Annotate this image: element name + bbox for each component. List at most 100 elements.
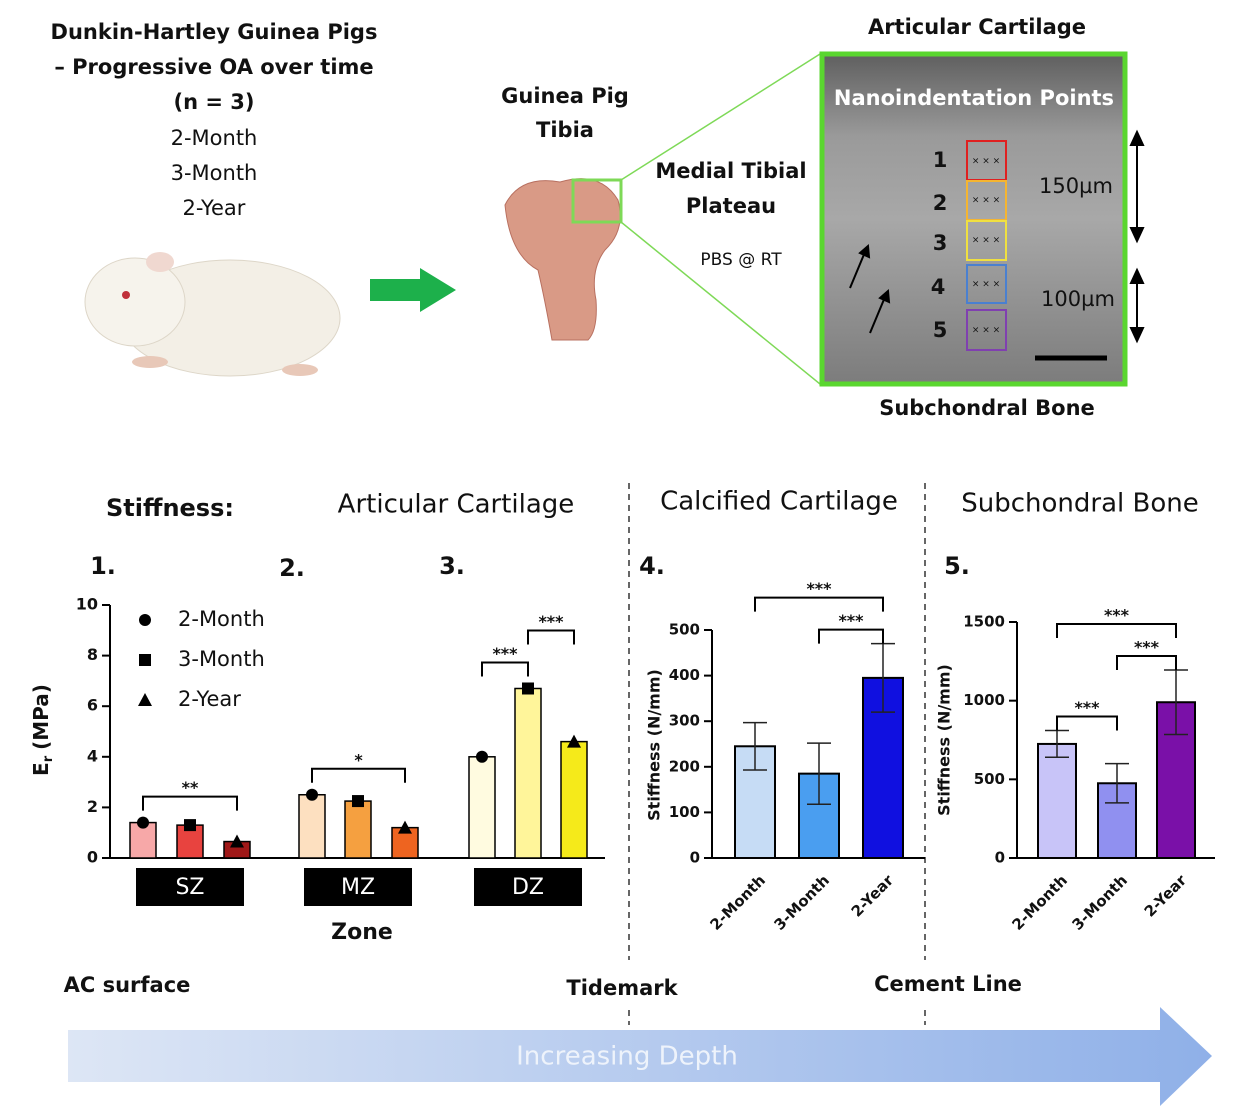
x-tick-label: 2-Month bbox=[706, 871, 769, 934]
scale-label: 100µm bbox=[1041, 287, 1115, 311]
legend-label: 3-Month bbox=[178, 647, 265, 671]
category-box bbox=[474, 868, 582, 906]
bar bbox=[298, 794, 326, 859]
significance-label: *** bbox=[838, 611, 864, 630]
y-tick-label: 0 bbox=[87, 848, 98, 867]
region-label: Plateau bbox=[686, 194, 776, 218]
legend-label: 2-Month bbox=[178, 607, 265, 631]
study-title: – Progressive OA over time bbox=[54, 55, 373, 79]
data-point bbox=[306, 788, 318, 801]
y-axis-label: Stiffness (N/mm) bbox=[645, 669, 664, 821]
significance-bracket bbox=[1116, 654, 1177, 670]
section-title: Subchondral Bone bbox=[961, 489, 1198, 519]
bar bbox=[514, 687, 542, 859]
guinea-pig-illustration bbox=[84, 252, 341, 377]
category-box bbox=[136, 868, 244, 906]
section-title: Articular Cartilage bbox=[338, 490, 575, 520]
error-bar bbox=[1164, 669, 1188, 736]
x-tick-label: DZ bbox=[512, 875, 544, 900]
data-point bbox=[567, 734, 581, 748]
study-title: Dunkin-Hartley Guinea Pigs bbox=[51, 20, 378, 44]
panel-number: 3. bbox=[439, 552, 465, 580]
significance-label: * bbox=[354, 750, 363, 769]
y-tick-label: 200 bbox=[669, 757, 700, 775]
divider bbox=[628, 483, 926, 1025]
condition: PBS @ RT bbox=[700, 250, 782, 270]
y-axis-label: Er (MPa) bbox=[29, 684, 56, 776]
point-number: 3 bbox=[933, 231, 948, 255]
point-number: 5 bbox=[933, 318, 948, 342]
y-tick-label: 10 bbox=[76, 595, 98, 614]
y-tick-label: 4 bbox=[87, 746, 98, 765]
svg-text:× × ×: × × × bbox=[972, 280, 1000, 290]
y-tick-label: 0 bbox=[690, 849, 700, 867]
y-tick-label: 300 bbox=[669, 712, 700, 730]
landmark: Tidemark bbox=[566, 976, 678, 1000]
y-tick-label: 100 bbox=[669, 803, 700, 821]
y-axis-label-part: (MPa) bbox=[29, 684, 53, 750]
study-title: (n = 3) bbox=[174, 90, 255, 114]
significance-bracket bbox=[754, 596, 884, 612]
panel-number: 1. bbox=[90, 552, 116, 580]
significance-bracket bbox=[311, 767, 406, 783]
scale-label: 150µm bbox=[1039, 174, 1113, 198]
point-number: 4 bbox=[931, 275, 946, 299]
point-number: 1 bbox=[933, 148, 948, 172]
significance-bracket bbox=[1056, 715, 1118, 731]
tibia bbox=[504, 178, 621, 341]
significance-label: *** bbox=[806, 579, 832, 598]
data-point bbox=[352, 795, 364, 808]
region-label: Medial Tibial bbox=[655, 159, 806, 183]
x-tick-label: 2-Month bbox=[1008, 871, 1071, 934]
micrograph-title: Nanoindentation Points bbox=[834, 86, 1114, 110]
y-tick-label: 2 bbox=[87, 797, 98, 816]
depth-arrows bbox=[849, 129, 1145, 344]
zoom-line bbox=[620, 221, 821, 385]
landmark: AC surface bbox=[64, 973, 191, 997]
y-tick-label: 1500 bbox=[963, 613, 1005, 631]
x-tick-label: 2-Year bbox=[1141, 871, 1191, 921]
indent-boxes bbox=[966, 140, 1007, 351]
x-tick-label: 2-Year bbox=[848, 871, 898, 921]
data-point bbox=[522, 682, 534, 695]
x-tick-label: SZ bbox=[175, 875, 204, 900]
depth-arrow bbox=[68, 1007, 1212, 1106]
legend-label: 2-Year bbox=[178, 687, 241, 711]
stiffness-heading: Stiffness: bbox=[106, 494, 234, 522]
y-tick-label: 1000 bbox=[963, 691, 1005, 709]
y-axis-label-part: r bbox=[41, 755, 56, 762]
bar bbox=[468, 756, 496, 859]
y-tick-label: 8 bbox=[87, 645, 98, 664]
zoom-line bbox=[620, 53, 821, 181]
arrow bbox=[370, 268, 456, 312]
data-point bbox=[476, 750, 488, 763]
indent-marks: × × × × × × × × × × × × × × × bbox=[972, 157, 1000, 336]
significance-bracket bbox=[142, 795, 238, 811]
study-group: 3-Month bbox=[171, 161, 258, 185]
significance-label: *** bbox=[1074, 698, 1100, 717]
significance-label: ** bbox=[182, 778, 199, 797]
roi-box bbox=[571, 178, 623, 224]
significance-bracket bbox=[1056, 622, 1177, 638]
svg-text:× × ×: × × × bbox=[972, 236, 1000, 246]
data-point bbox=[398, 820, 412, 834]
specimen-label: Guinea Pig bbox=[501, 84, 629, 108]
section-title: Calcified Cartilage bbox=[660, 487, 898, 517]
svg-text:× × ×: × × × bbox=[972, 157, 1000, 167]
specimen-label: Tibia bbox=[536, 118, 594, 142]
error-bar bbox=[743, 721, 767, 771]
significance-label: *** bbox=[538, 612, 564, 631]
data-point bbox=[230, 834, 244, 848]
legend-marker bbox=[139, 654, 151, 666]
micrograph-top-label: Articular Cartilage bbox=[868, 15, 1086, 39]
significance-label: *** bbox=[492, 644, 518, 663]
y-tick-label: 6 bbox=[87, 696, 98, 715]
micrograph-bottom-label: Subchondral Bone bbox=[879, 396, 1095, 420]
svg-text:× × ×: × × × bbox=[972, 196, 1000, 206]
x-tick-label: MZ bbox=[341, 875, 375, 900]
x-tick-label: 3-Month bbox=[770, 871, 833, 934]
panel-number: 2. bbox=[279, 554, 305, 582]
bar bbox=[1037, 742, 1077, 860]
panel-number: 4. bbox=[639, 552, 665, 580]
